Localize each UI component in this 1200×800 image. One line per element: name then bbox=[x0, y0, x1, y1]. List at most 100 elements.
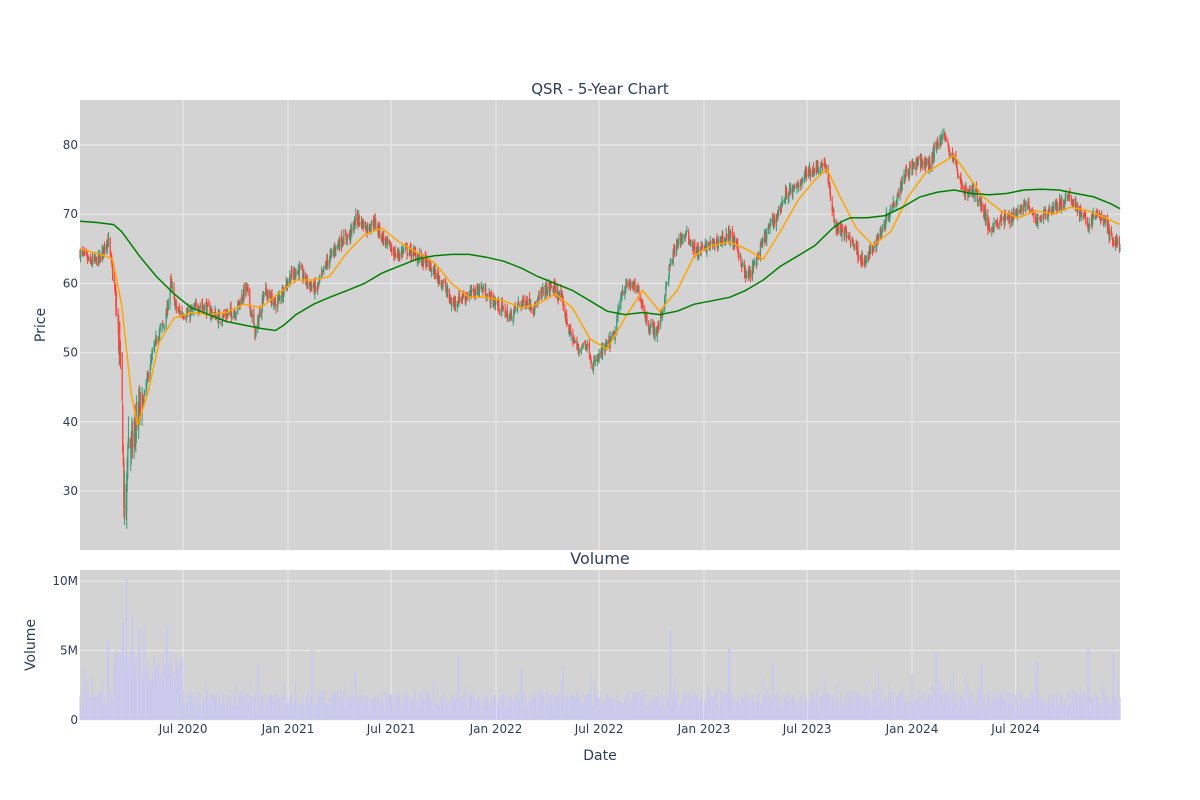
candle-body bbox=[254, 333, 257, 339]
candle-body bbox=[582, 342, 584, 346]
volume-bar bbox=[123, 652, 125, 720]
candle-body bbox=[113, 273, 115, 282]
candle-body bbox=[1012, 219, 1014, 221]
candle-body bbox=[163, 325, 165, 327]
volume-bar bbox=[346, 694, 348, 720]
volume-bar bbox=[1035, 698, 1037, 720]
candle-body bbox=[688, 240, 690, 243]
volume-bar bbox=[522, 696, 524, 720]
volume-bar bbox=[612, 702, 614, 720]
candle-body bbox=[809, 170, 812, 176]
volume-bar bbox=[466, 706, 468, 720]
candle-body bbox=[704, 244, 706, 248]
volume-bar bbox=[207, 706, 209, 720]
candle-body bbox=[685, 232, 687, 236]
candle-body bbox=[947, 143, 950, 147]
volume-bar bbox=[387, 695, 389, 720]
candle-body bbox=[129, 438, 131, 449]
volume-bar bbox=[337, 691, 339, 720]
volume-plot-area bbox=[80, 570, 1120, 720]
candle-body bbox=[436, 273, 438, 280]
candle-body bbox=[1009, 215, 1011, 223]
volume-bar bbox=[832, 700, 834, 720]
volume-bar bbox=[505, 697, 507, 720]
volume-bar bbox=[760, 702, 762, 720]
volume-bar bbox=[580, 704, 582, 720]
candle-body bbox=[790, 187, 792, 192]
volume-bar bbox=[1040, 699, 1042, 720]
candle-body bbox=[158, 333, 160, 338]
volume-subplot-title: Volume bbox=[570, 549, 630, 568]
volume-bar bbox=[640, 698, 642, 720]
volume-bar bbox=[546, 700, 548, 720]
volume-bar bbox=[921, 696, 923, 720]
volume-bar bbox=[897, 701, 899, 720]
candle-body bbox=[513, 308, 515, 313]
volume-bar bbox=[668, 695, 670, 720]
candle-body bbox=[387, 240, 389, 244]
volume-bar bbox=[947, 703, 950, 720]
volume-bar bbox=[182, 656, 184, 720]
volume-bar bbox=[665, 696, 667, 720]
candle-body bbox=[482, 290, 485, 291]
volume-bar bbox=[170, 672, 172, 720]
volume-bar bbox=[161, 667, 163, 720]
candle-body bbox=[940, 136, 942, 144]
volume-bar bbox=[973, 698, 975, 720]
volume-bar bbox=[553, 704, 555, 720]
volume-bar bbox=[294, 682, 297, 720]
candle-body bbox=[1082, 213, 1085, 218]
candle-body bbox=[1109, 231, 1111, 241]
volume-bar bbox=[540, 699, 542, 720]
volume-bar bbox=[748, 697, 750, 720]
candle-body bbox=[1106, 218, 1109, 233]
volume-bar bbox=[801, 694, 803, 720]
volume-bar bbox=[217, 698, 220, 720]
candle-body bbox=[286, 281, 288, 286]
volume-bar bbox=[660, 694, 662, 720]
volume-bar bbox=[231, 707, 233, 720]
volume-bar bbox=[1084, 694, 1086, 720]
volume-bar bbox=[672, 701, 674, 720]
candle-body bbox=[1099, 214, 1101, 220]
candle-body bbox=[895, 203, 897, 207]
candle-body bbox=[1047, 210, 1049, 218]
candle-body bbox=[301, 268, 303, 270]
candle-body bbox=[636, 289, 638, 292]
volume-bar bbox=[725, 694, 727, 720]
volume-bar bbox=[90, 699, 92, 720]
volume-bar bbox=[770, 700, 772, 720]
volume-bar bbox=[417, 708, 420, 720]
volume-bar bbox=[548, 704, 550, 720]
candle-body bbox=[580, 349, 582, 352]
volume-bar bbox=[149, 680, 151, 720]
volume-bar bbox=[123, 667, 126, 720]
volume-bar bbox=[86, 678, 88, 720]
volume-bar bbox=[589, 702, 591, 720]
volume-bar bbox=[827, 698, 829, 720]
volume-bar bbox=[218, 694, 220, 720]
candle-body bbox=[968, 190, 970, 194]
candle-body bbox=[915, 160, 918, 170]
volume-bar bbox=[277, 693, 279, 720]
volume-bar bbox=[989, 702, 991, 720]
volume-bar bbox=[467, 709, 469, 720]
volume-bar bbox=[820, 696, 822, 720]
volume-bar bbox=[636, 690, 638, 720]
volume-bar bbox=[624, 696, 626, 720]
candle-body bbox=[385, 240, 387, 244]
candle-body bbox=[766, 231, 768, 241]
volume-bar bbox=[117, 656, 119, 720]
volume-bar bbox=[561, 699, 563, 720]
candle-body bbox=[1108, 224, 1110, 232]
volume-bar bbox=[262, 698, 264, 720]
volume-bar bbox=[301, 709, 303, 720]
volume-bar bbox=[566, 694, 568, 720]
candle-body bbox=[372, 221, 375, 226]
candle-body bbox=[485, 288, 487, 298]
volume-bar bbox=[481, 705, 483, 720]
candle-body bbox=[808, 170, 810, 178]
volume-bar bbox=[644, 690, 646, 720]
candle-body bbox=[844, 229, 846, 236]
volume-bar bbox=[420, 707, 422, 720]
